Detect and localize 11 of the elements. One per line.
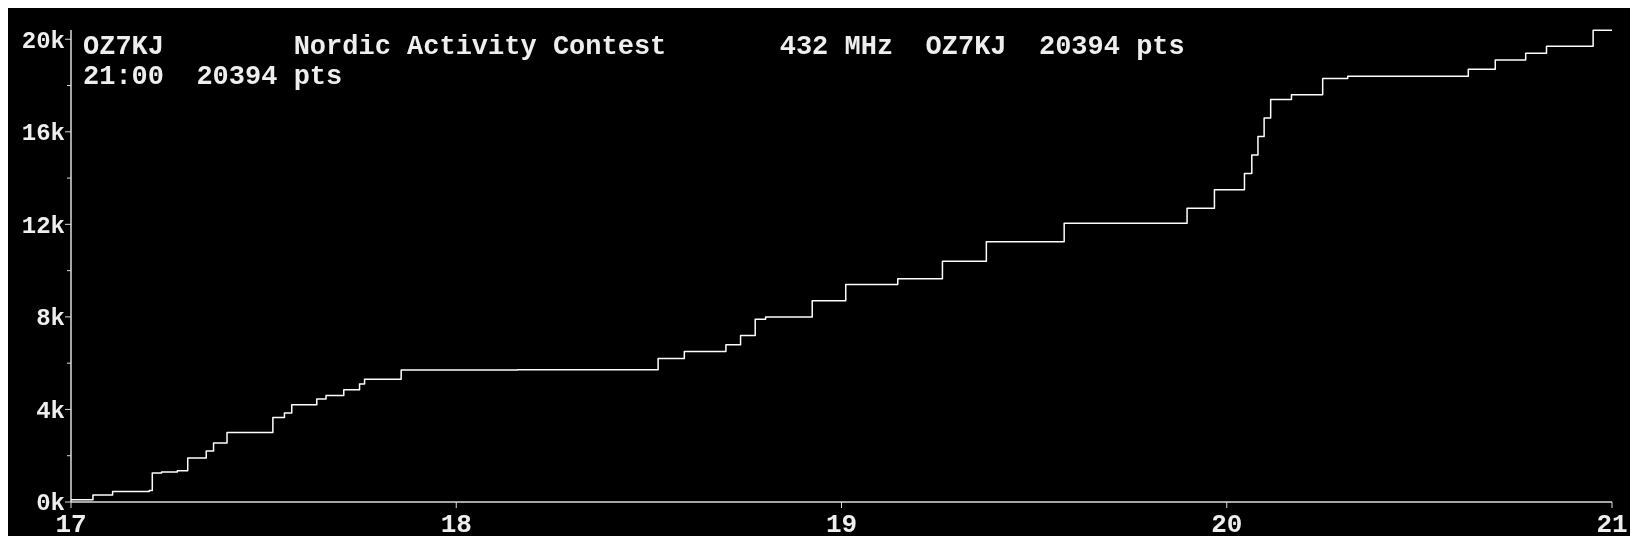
x-tick-label: 19: [825, 510, 858, 540]
y-tick-label: 8k: [36, 305, 65, 333]
y-tick-label: 12k: [21, 212, 65, 240]
chart-title: OZ7KJ Nordic Activity Contest 432 MHz OZ7KJ 20394 pts: [83, 32, 1185, 62]
text: 21:00 20394 pts: [83, 62, 343, 92]
y-tick-label: 4k: [36, 397, 65, 425]
y-tick-label: 16k: [21, 120, 65, 148]
x-tick-label: 21: [1596, 510, 1628, 540]
x-tick-label: 18: [440, 510, 472, 540]
x-tick-label: 20: [1211, 510, 1243, 540]
y-tick-label: 20k: [21, 27, 65, 55]
